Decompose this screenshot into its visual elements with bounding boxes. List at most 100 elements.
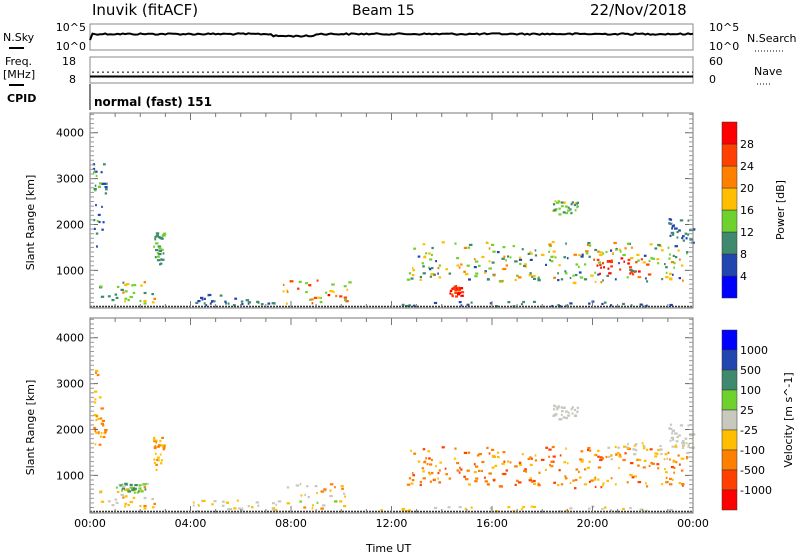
data-cell [610,265,613,268]
data-cell [602,484,604,487]
data-cell [463,246,468,249]
data-cell [576,206,578,209]
data-cell [94,430,97,433]
data-cell [317,296,321,299]
data-cell [569,507,573,510]
data-cell [516,274,519,277]
data-cell [498,280,503,283]
date-title: 22/Nov/2018 [590,1,687,19]
freq-unit-label: [MHz] [3,68,35,81]
data-cell [151,498,154,501]
data-cell [103,432,107,435]
data-cell [601,507,604,511]
data-cell [411,267,414,270]
colorbar-tick-label: 100 [740,384,761,397]
data-cell [567,206,570,209]
data-cell [507,506,511,509]
data-cell [557,304,560,307]
data-cell [489,507,492,510]
data-cell [679,219,684,222]
data-cell [437,472,440,475]
data-cell [334,486,336,489]
data-cell [529,463,533,466]
colorbar-bin [721,329,738,351]
data-cell [676,230,679,234]
data-cell [550,260,554,263]
data-cell [572,274,575,277]
data-cell [241,303,244,306]
station-title: Inuvik (fitACF) [92,1,198,19]
data-cell [96,373,100,377]
data-cell [638,458,642,461]
data-cell [102,221,105,224]
data-cell [685,442,688,445]
data-cell [484,480,488,483]
data-cell [100,422,105,425]
data-cell [680,457,685,460]
data-cell [646,485,649,488]
data-cell [602,252,605,255]
data-cell [686,457,688,460]
data-cell [457,288,462,292]
data-cell [530,457,533,460]
data-cell [411,472,414,475]
data-cell [111,299,115,302]
data-cell [327,294,331,297]
data-cell [674,445,678,448]
data-cell [663,458,666,461]
data-cell [564,270,567,273]
data-cell [514,278,517,281]
data-cell [457,293,460,296]
data-cell [241,507,244,510]
data-cell [671,438,675,441]
data-cell [343,285,347,288]
data-cell [319,301,323,304]
data-cell [449,292,452,295]
data-cell [588,460,591,463]
data-cell [610,458,614,461]
data-cell [124,495,128,498]
data-cell [657,262,660,265]
data-cell [569,276,572,280]
colorbar-bin [721,469,738,491]
data-cell [478,264,481,267]
data-cell [320,296,323,300]
data-cell [219,294,223,297]
data-cell [201,499,203,502]
data-cell [487,278,490,281]
data-cell [505,264,508,267]
y-tick-label: 1000 [56,469,84,482]
data-cell [488,452,491,455]
data-cell [540,458,545,461]
data-cell [664,263,666,266]
data-cell [600,266,602,269]
data-cell [273,302,276,305]
data-cell [153,440,156,443]
data-cell [410,449,412,452]
data-cell [162,446,166,449]
data-cell [95,204,97,207]
nave-tick-bottom: 0 [709,73,716,86]
data-cell [486,241,489,244]
data-cell [142,483,147,486]
data-cell [156,259,161,262]
data-cell [600,486,603,489]
data-cell [153,461,156,465]
data-cell [153,438,156,441]
data-cell [548,448,552,451]
data-cell [624,247,627,250]
data-cell [448,477,452,480]
data-cell [309,298,312,301]
data-cell [607,267,610,270]
data-cell [630,257,634,260]
data-cell [571,406,574,409]
data-cell [157,236,161,239]
data-cell [559,454,562,457]
data-cell [129,295,134,299]
data-cell [545,446,549,449]
data-cell [682,279,684,282]
data-cell [466,303,470,306]
data-cell [160,262,163,265]
data-cell [94,371,98,374]
data-cell [645,509,648,512]
